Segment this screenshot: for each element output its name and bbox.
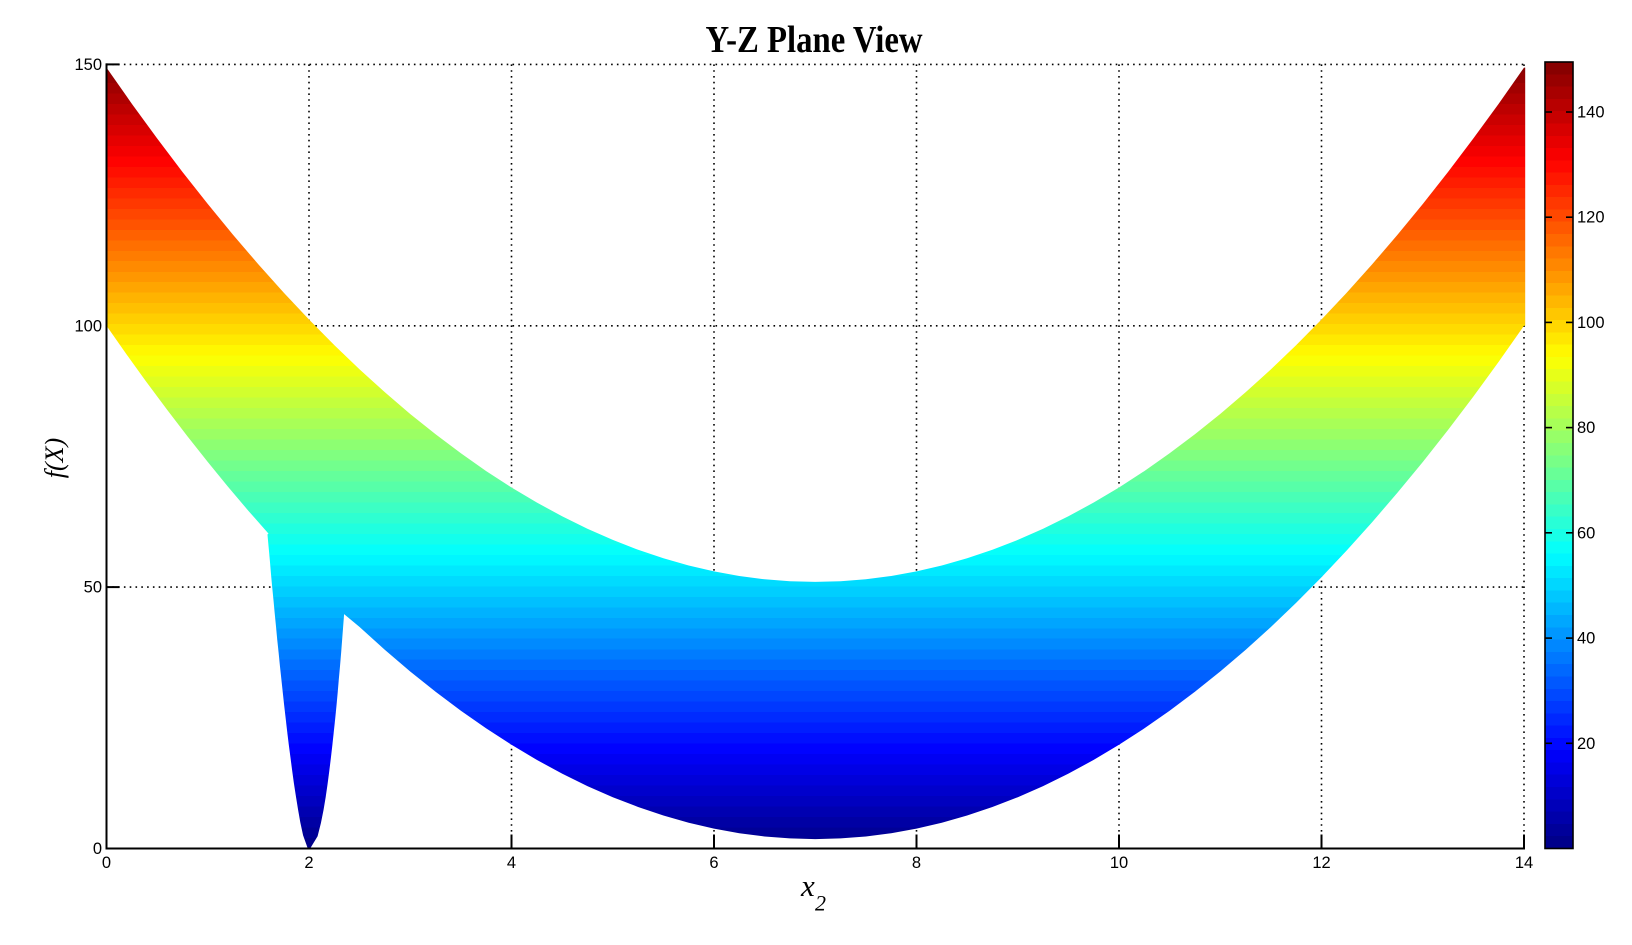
- svg-text:8: 8: [912, 854, 921, 872]
- svg-text:140: 140: [1577, 104, 1605, 122]
- svg-text:60: 60: [1577, 524, 1595, 542]
- svg-text:f(X): f(X): [40, 438, 69, 478]
- svg-text:6: 6: [709, 854, 718, 872]
- svg-text:12: 12: [1312, 854, 1330, 872]
- svg-text:50: 50: [84, 579, 102, 597]
- svg-text:80: 80: [1577, 419, 1595, 437]
- svg-text:0: 0: [102, 854, 111, 872]
- svg-text:14: 14: [1515, 854, 1533, 872]
- svg-text:0: 0: [93, 840, 102, 858]
- svg-text:10: 10: [1110, 854, 1128, 872]
- svg-text:40: 40: [1577, 630, 1595, 648]
- svg-text:150: 150: [74, 56, 102, 74]
- svg-text:120: 120: [1577, 209, 1605, 227]
- svg-text:4: 4: [507, 854, 516, 872]
- svg-text:x: x: [800, 868, 815, 903]
- svg-text:20: 20: [1577, 735, 1595, 753]
- svg-text:2: 2: [815, 891, 826, 916]
- svg-text:100: 100: [1577, 314, 1605, 332]
- svg-text:2: 2: [304, 854, 313, 872]
- svg-text:100: 100: [74, 317, 102, 335]
- svg-text:Y-Z Plane View: Y-Z Plane View: [706, 19, 923, 61]
